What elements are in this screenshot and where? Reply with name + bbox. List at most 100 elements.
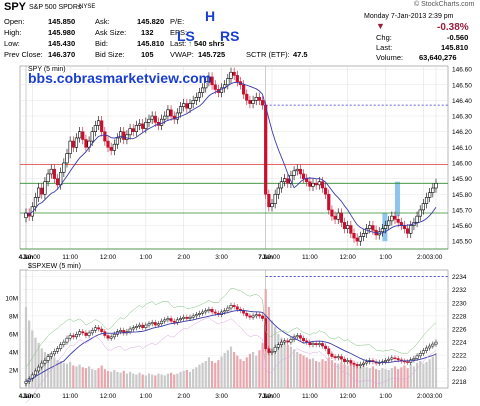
candle [185,103,189,109]
candle [128,128,132,136]
index-candle [185,316,189,319]
index-candle [390,357,394,360]
candle [418,209,422,217]
volume-bar [179,371,182,388]
volume-bar [188,371,192,388]
indicator-xtick-label: 2:00 [417,393,430,400]
price-ytick-label: 146.40 [452,98,472,105]
index-candle [223,310,227,313]
candle [311,183,315,187]
candle [324,187,328,195]
volume-bar [302,355,305,388]
index-candle [415,355,419,359]
last-size-label: Last: [170,39,187,48]
candle [415,215,419,223]
candle [352,233,356,239]
ask-size-value: 132 [141,28,154,37]
candle [175,112,179,120]
volume-bar [409,364,412,388]
index-candle [204,310,208,313]
sctr-label: SCTR (ETF): [246,50,290,59]
index-candle [191,315,195,318]
volume-bar [97,368,100,388]
volume-bar [419,361,422,388]
volume-bar [368,368,371,388]
indicator-xtick-label: 1:00 [379,393,392,400]
index-candle [153,322,157,326]
index-candle [396,358,400,361]
candle [178,106,183,114]
volume-bar [296,352,299,388]
volume-bar [147,373,151,388]
volume-bar [163,375,166,388]
indicator-xtick-label: 3:00 [430,393,443,400]
volume-bar [78,364,81,388]
volume-bar [72,365,75,388]
candle [49,168,53,175]
index-candle [52,351,56,355]
indicator-xtick-label: 12:00 [100,393,117,400]
candle [273,193,277,204]
last-value: 145.810 [441,43,469,52]
volume-bar [311,358,315,388]
volume-bar [217,360,220,388]
candle [33,197,38,208]
price-ytick-label: 146.20 [452,129,472,136]
index-candle [150,322,154,325]
candle [232,71,236,76]
indicator-xtick-label: 11:00 [62,393,78,400]
index-candle [147,323,151,326]
index-candle [232,305,236,307]
candle [283,178,287,183]
index-candle [229,305,233,309]
volume-bar [173,374,176,388]
volume-bar [359,366,362,388]
volume-bar [280,337,283,388]
price-xtick-label: 10:00 [24,254,41,261]
volume-bar [144,375,147,388]
index-candle [425,347,428,351]
candle [74,137,79,148]
volume-bar [176,373,179,388]
price-plot-area [19,65,449,250]
index-candle [264,318,268,349]
index-candle [213,311,217,314]
volume-bar [132,373,135,388]
volume-bar [381,368,384,388]
bid-value: 145.810 [137,39,165,48]
price-xtick-label: 1:00 [140,254,153,261]
symbol: SPY [4,1,27,13]
last-size-value: 540 shrs [194,39,225,48]
candle [163,115,167,120]
prev-close-label: Prev Close: [4,50,43,59]
volume-bar [425,361,428,388]
volume-bar [59,361,62,388]
low-label: Low: [4,39,20,48]
index-candle [289,339,293,343]
candle [153,115,157,123]
date-line: Monday 7-Jan-2013 2:39 pm [364,13,454,20]
candle [207,76,211,82]
volume-bar [286,344,289,388]
candle [37,187,41,198]
price-xtick-label: 3:00 [215,254,228,261]
candle [393,215,397,220]
up-arrow-icon: ↑ [188,39,192,48]
candle [371,225,375,231]
candle [314,183,318,186]
volume-bar [431,356,434,388]
price-ytick-label: 146.60 [452,67,472,74]
candle [134,125,138,132]
index-candle [352,362,356,365]
candle [254,96,258,101]
indicator-right-ytick: 2234 [452,274,467,281]
candle [358,236,362,242]
indicator-xtick-label: 12:00 [340,393,357,400]
candle [361,233,366,237]
price-ytick-label: 145.60 [452,223,472,230]
chg-value: -0.560 [447,33,469,42]
index-candle [330,353,334,357]
index-candle [261,315,264,319]
volume-bar [46,353,50,388]
price-ytick-label: 146.30 [452,114,472,121]
